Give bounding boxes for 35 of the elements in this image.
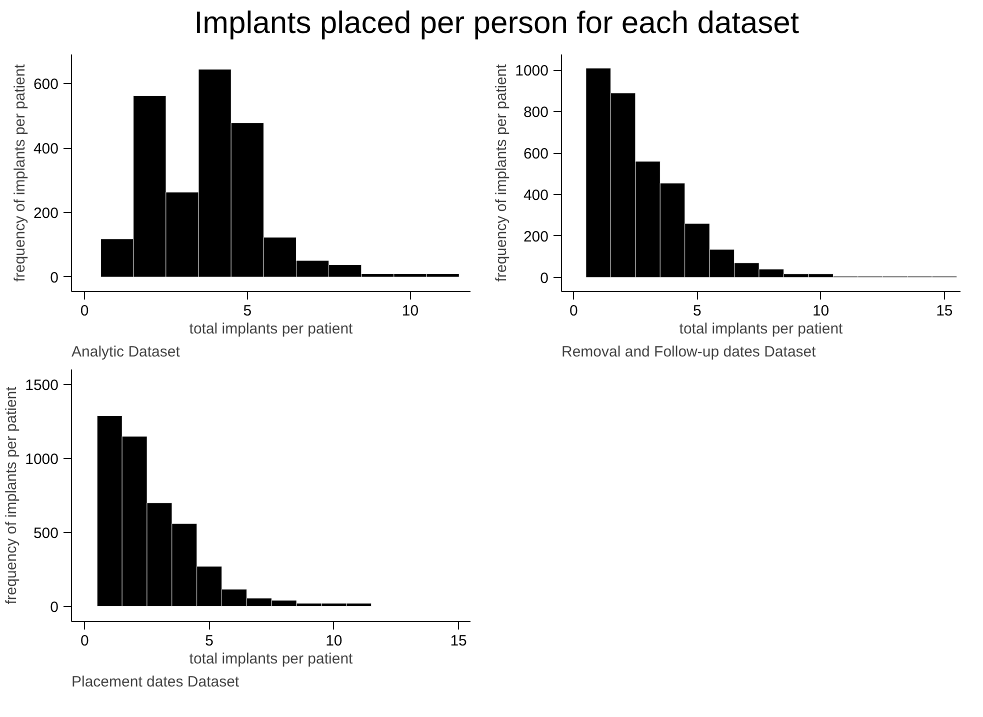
y-axis-title: frequency of implants per patient — [3, 386, 20, 604]
x-tick-label: 5 — [693, 302, 702, 320]
y-tick-label: 1000 — [25, 451, 59, 468]
x-tick-label: 0 — [80, 302, 89, 320]
y-tick-label: 600 — [523, 146, 549, 163]
y-tick-label: 1000 — [515, 62, 549, 80]
x-axis-title: total implants per patient — [189, 320, 354, 338]
y-tick-label: 1500 — [25, 377, 59, 394]
x-tick-label: 10 — [402, 302, 419, 320]
x-tick-label: 15 — [450, 632, 467, 650]
y-tick-label: 600 — [33, 76, 59, 94]
y-axis-title: frequency of implants per patient — [11, 63, 28, 282]
x-tick-label: 0 — [80, 632, 89, 650]
x-tick-label: 0 — [569, 302, 578, 320]
x-tick-label: 5 — [243, 302, 252, 320]
x-tick-label: 15 — [936, 302, 953, 320]
x-tick-label: 5 — [205, 632, 214, 650]
x-axis-title: total implants per patient — [189, 650, 354, 668]
x-tick-label: 10 — [326, 632, 342, 650]
y-tick-label: 0 — [50, 269, 58, 286]
y-tick-label: 0 — [540, 270, 548, 287]
x-axis-title: total implants per patient — [679, 320, 844, 338]
x-tick-label: 10 — [812, 302, 830, 320]
y-axis-title: frequency of implants per patient — [493, 63, 510, 282]
y-tick-label: 400 — [523, 187, 549, 204]
y-tick-label: 0 — [50, 598, 58, 616]
text: Removal and Follow-up dates Dataset — [562, 344, 817, 360]
y-tick-label: 200 — [33, 205, 59, 222]
y-tick-label: 200 — [523, 228, 549, 246]
y-tick-label: 400 — [33, 140, 59, 158]
y-tick-label: 800 — [523, 104, 549, 122]
text: Placement dates Dataset — [72, 674, 240, 690]
chart-title: Implants placed per person for each dataset — [194, 5, 799, 41]
text: Analytic Dataset — [72, 344, 181, 360]
y-tick-label: 500 — [33, 524, 59, 542]
